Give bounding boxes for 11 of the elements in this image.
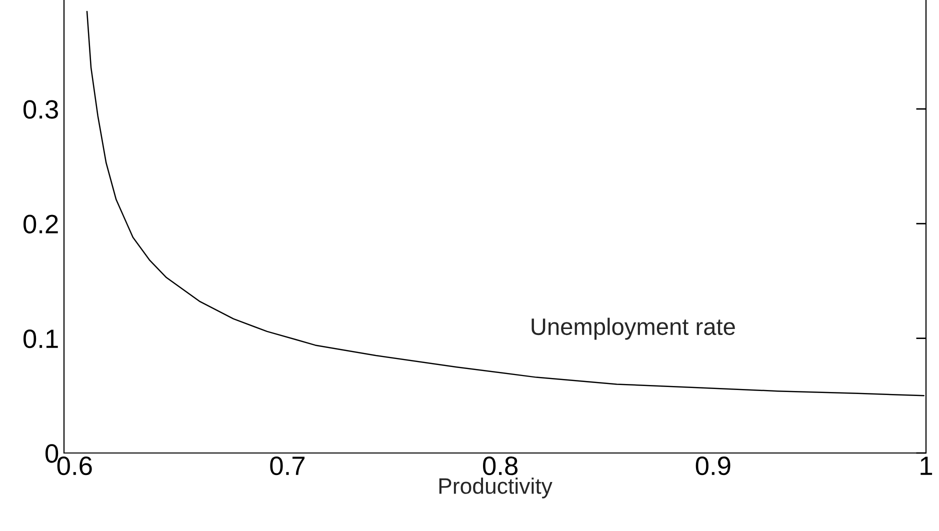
x-tick-label: 0.8 [483,456,518,476]
y-tick-label: 0.2 [23,214,58,234]
y-tick-label: 0.1 [23,329,58,348]
annotation: Unemployment rate [532,318,735,340]
y-tick-label: 0.3 [23,100,58,119]
x-axis-title: Productivity [439,478,552,498]
x-tick-label: 0.7 [270,456,304,476]
x-tick-label: 0.9 [696,456,730,476]
y-tick-label: 0 [45,444,58,463]
x-tick-label: 0.6 [57,456,92,476]
x-tick-label: 1 [920,456,932,475]
